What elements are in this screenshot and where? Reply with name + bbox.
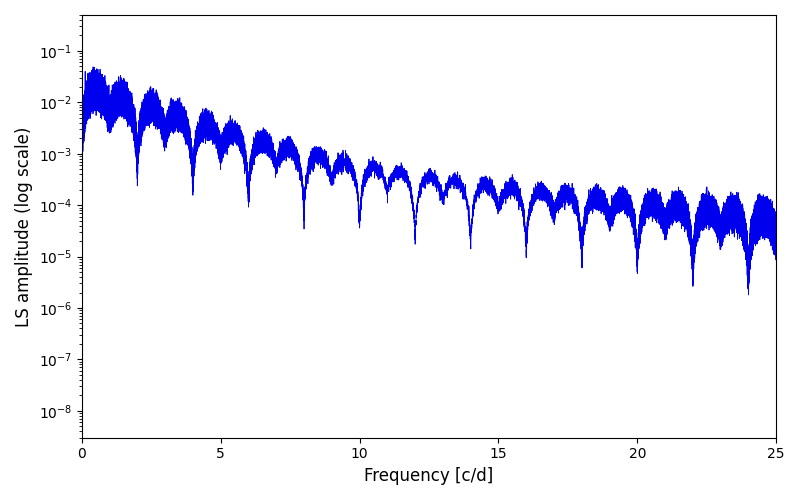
Y-axis label: LS amplitude (log scale): LS amplitude (log scale) — [15, 126, 33, 326]
X-axis label: Frequency [c/d]: Frequency [c/d] — [364, 467, 494, 485]
